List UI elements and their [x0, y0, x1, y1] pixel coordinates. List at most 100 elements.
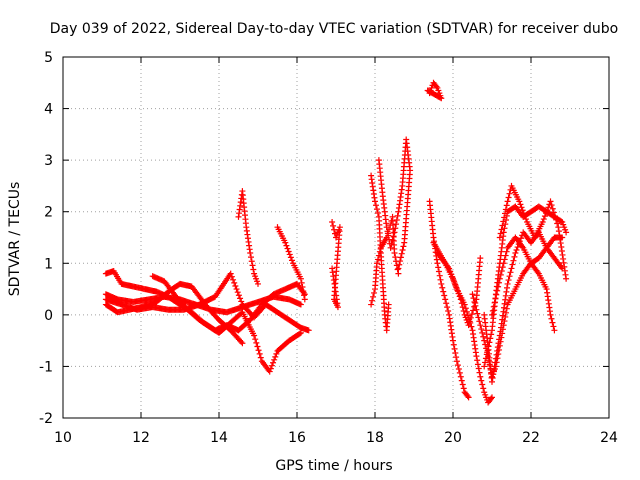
data-point	[443, 300, 450, 307]
data-point	[500, 260, 507, 267]
data-point	[517, 235, 524, 242]
data-point	[493, 291, 500, 298]
data-point	[435, 264, 442, 271]
data-point	[502, 206, 509, 213]
data-point	[455, 366, 462, 373]
data-point	[518, 204, 525, 211]
data-point	[301, 291, 308, 298]
data-point	[450, 277, 457, 284]
data-point	[503, 248, 510, 255]
data-point	[550, 323, 557, 330]
data-point	[495, 283, 502, 290]
data-point	[230, 276, 237, 283]
data-point	[471, 298, 478, 305]
data-point	[387, 244, 394, 251]
series-t20	[481, 229, 566, 385]
data-point	[385, 301, 392, 308]
plot-frame	[62, 56, 610, 419]
x-tick-label: 12	[132, 430, 150, 446]
data-point	[477, 255, 484, 262]
data-point	[469, 291, 476, 298]
data-point	[450, 337, 456, 344]
data-point	[508, 265, 515, 272]
series-t11	[368, 213, 402, 308]
data-point	[512, 249, 519, 256]
data-point	[492, 359, 499, 366]
data-point	[398, 250, 405, 257]
data-point	[438, 280, 445, 287]
data-point	[239, 340, 246, 347]
data-point	[548, 315, 555, 322]
data-point	[491, 299, 498, 306]
data-point	[563, 275, 570, 282]
data-point	[505, 277, 512, 284]
data-point	[559, 265, 566, 272]
data-point	[504, 198, 511, 205]
data-point	[488, 395, 495, 402]
data-point	[476, 318, 483, 325]
data-point	[376, 248, 383, 255]
data-point	[283, 242, 290, 249]
data-point	[286, 251, 293, 258]
data-point	[394, 266, 401, 273]
data-point	[441, 292, 448, 299]
data-point	[475, 365, 482, 372]
data-point	[474, 357, 481, 364]
data-point	[504, 280, 511, 287]
data-point	[503, 305, 510, 312]
data-point	[249, 262, 256, 269]
data-point	[544, 207, 551, 214]
data-point	[496, 234, 503, 241]
y-tick-label: 4	[44, 102, 53, 118]
data-point	[284, 245, 291, 252]
data-point	[474, 361, 481, 368]
data-point	[392, 254, 399, 261]
data-point	[247, 249, 254, 256]
data-point	[494, 287, 501, 294]
data-point	[267, 365, 274, 372]
data-point	[397, 254, 404, 261]
data-point	[501, 214, 508, 221]
data-point	[272, 353, 279, 360]
data-point	[435, 268, 442, 275]
y-tick-label: 5	[44, 50, 53, 66]
data-point	[282, 239, 289, 246]
data-point	[437, 276, 444, 283]
data-point	[548, 202, 555, 209]
data-point	[373, 206, 380, 213]
data-point	[368, 301, 375, 308]
data-point	[459, 381, 466, 388]
data-point	[476, 369, 483, 376]
data-point	[297, 275, 304, 282]
data-point	[497, 230, 504, 237]
data-point	[558, 244, 565, 251]
data-point	[473, 306, 480, 313]
y-tick-label: 2	[44, 205, 53, 221]
data-point	[446, 265, 453, 272]
data-point	[424, 87, 431, 94]
data-point	[256, 350, 263, 357]
data-point	[494, 347, 501, 354]
data-point	[287, 254, 294, 261]
data-point	[517, 201, 524, 208]
data-point	[253, 339, 260, 346]
data-point	[442, 296, 449, 303]
data-point	[237, 295, 244, 302]
data-point	[554, 220, 561, 227]
data-point	[440, 288, 447, 295]
data-point	[513, 247, 520, 254]
data-point	[383, 234, 390, 241]
data-point	[502, 210, 508, 217]
data-point	[433, 83, 440, 90]
data-point	[497, 271, 504, 278]
data-point	[498, 268, 505, 275]
data-point	[285, 248, 292, 255]
data-point	[493, 351, 500, 358]
data-point	[494, 344, 501, 351]
series-t12	[424, 79, 445, 102]
data-point	[384, 230, 391, 237]
data-point	[451, 345, 458, 352]
data-point	[391, 249, 398, 256]
